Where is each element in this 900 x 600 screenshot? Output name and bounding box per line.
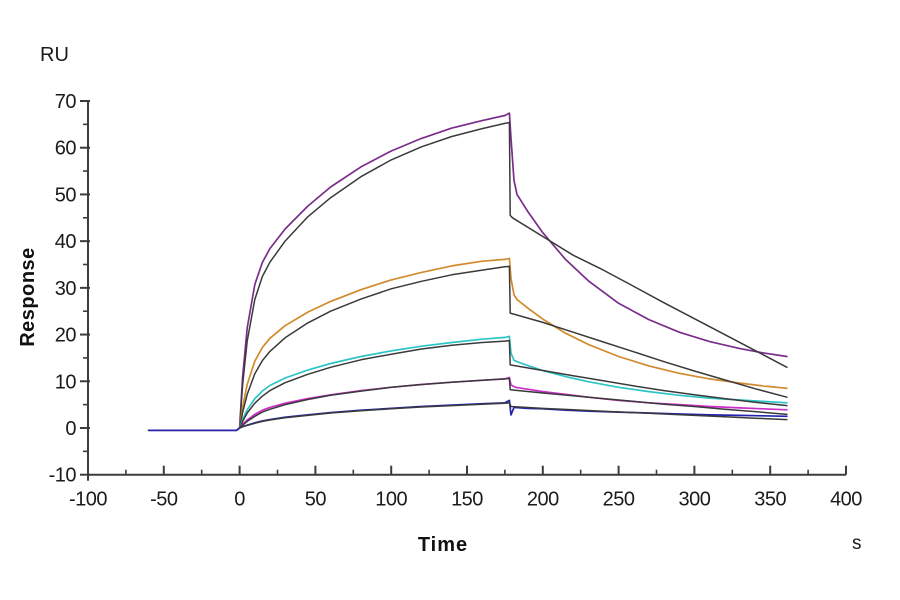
series-line-curve1-fit xyxy=(238,121,788,429)
x-axis-tick-label: -100 xyxy=(69,489,107,511)
x-axis-tick-label: 150 xyxy=(451,489,483,511)
series-line-curve3-data xyxy=(147,335,788,432)
y-axis-tick-label: 10 xyxy=(55,371,77,393)
series-line-curve3-fit xyxy=(238,339,788,429)
series-line-curve4-fit xyxy=(238,377,788,429)
x-axis-tick-label: 350 xyxy=(754,489,786,511)
y-axis-tick-label: 40 xyxy=(55,231,77,253)
x-axis-tick-label: -50 xyxy=(150,489,178,511)
x-axis-tick-label: 400 xyxy=(830,489,862,511)
x-axis-tick-label: 0 xyxy=(234,489,245,511)
series-line-curve5-fit xyxy=(238,402,788,429)
x-axis-title: Time xyxy=(417,534,469,556)
x-axis-tick-label: 100 xyxy=(375,489,407,511)
y-axis-tick-label: 50 xyxy=(55,184,77,206)
y-axis-unit-label: RU xyxy=(40,44,69,66)
y-axis-tick-label: 30 xyxy=(55,278,77,300)
x-axis-tick-label: 300 xyxy=(678,489,710,511)
series-line-curve2-fit xyxy=(238,265,788,429)
y-axis-tick-label: 70 xyxy=(55,91,77,113)
series-line-curve2-data xyxy=(147,257,788,432)
y-axis-tick-label: 0 xyxy=(65,418,76,440)
x-axis-unit-label: s xyxy=(852,533,862,554)
y-axis-tick-label: 20 xyxy=(55,325,77,347)
series-line-curve1-data xyxy=(147,112,788,432)
y-axis-tick-label: 60 xyxy=(55,138,77,160)
y-axis-tick-label: -10 xyxy=(49,465,77,487)
x-axis-tick-label: 50 xyxy=(305,489,327,511)
x-axis-tick-label: 200 xyxy=(527,489,559,511)
x-axis-tick-label: 250 xyxy=(603,489,635,511)
